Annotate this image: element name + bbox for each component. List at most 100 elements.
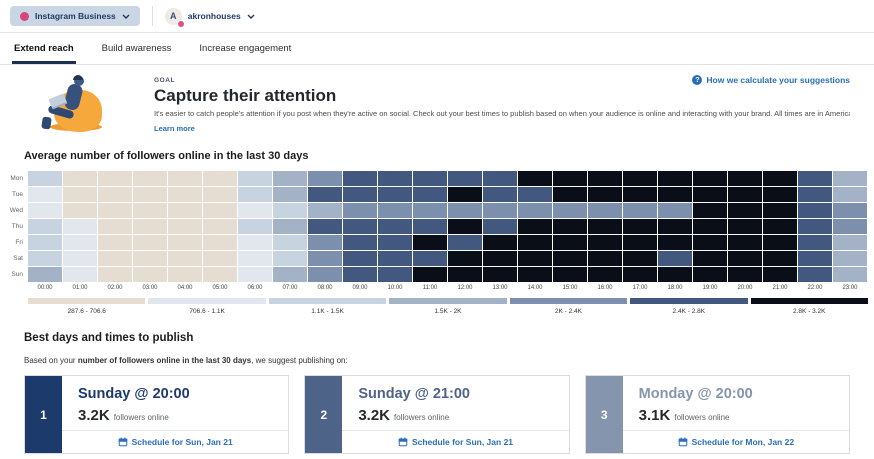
heatmap-cell[interactable] [693,219,727,234]
heatmap-cell[interactable] [588,203,622,218]
heatmap-cell[interactable] [308,203,342,218]
heatmap-cell[interactable] [833,267,867,282]
heatmap-cell[interactable] [483,267,517,282]
heatmap-cell[interactable] [63,251,97,266]
heatmap-cell[interactable] [763,203,797,218]
heatmap-cell[interactable] [238,267,272,282]
heatmap-cell[interactable] [28,235,62,250]
heatmap-cell[interactable] [238,219,272,234]
heatmap-cell[interactable] [168,203,202,218]
heatmap-cell[interactable] [273,171,307,186]
heatmap-cell[interactable] [693,171,727,186]
heatmap-cell[interactable] [833,171,867,186]
heatmap-cell[interactable] [308,251,342,266]
heatmap-cell[interactable] [448,171,482,186]
how-we-calculate-link[interactable]: ? How we calculate your suggestions [692,75,850,85]
heatmap-cell[interactable] [203,235,237,250]
schedule-button[interactable]: Schedule for Sun, Jan 21 [62,430,289,453]
heatmap-cell[interactable] [483,219,517,234]
heatmap-cell[interactable] [728,219,762,234]
heatmap-cell[interactable] [28,267,62,282]
heatmap-cell[interactable] [413,219,447,234]
heatmap-cell[interactable] [343,171,377,186]
heatmap-cell[interactable] [553,187,587,202]
heatmap-cell[interactable] [63,171,97,186]
heatmap-cell[interactable] [518,251,552,266]
heatmap-cell[interactable] [553,267,587,282]
heatmap-cell[interactable] [763,171,797,186]
heatmap-cell[interactable] [623,235,657,250]
heatmap-cell[interactable] [203,171,237,186]
heatmap-cell[interactable] [623,251,657,266]
heatmap-cell[interactable] [833,251,867,266]
heatmap-cell[interactable] [413,267,447,282]
heatmap-cell[interactable] [798,235,832,250]
heatmap-cell[interactable] [413,187,447,202]
heatmap-cell[interactable] [518,187,552,202]
heatmap-cell[interactable] [308,219,342,234]
heatmap-cell[interactable] [833,219,867,234]
heatmap-cell[interactable] [483,187,517,202]
heatmap-cell[interactable] [203,187,237,202]
heatmap-cell[interactable] [448,267,482,282]
heatmap-cell[interactable] [623,187,657,202]
heatmap-cell[interactable] [238,235,272,250]
heatmap-cell[interactable] [763,187,797,202]
heatmap-cell[interactable] [273,251,307,266]
heatmap-cell[interactable] [728,187,762,202]
heatmap-cell[interactable] [588,235,622,250]
heatmap-cell[interactable] [203,219,237,234]
heatmap-cell[interactable] [133,251,167,266]
heatmap-cell[interactable] [413,203,447,218]
heatmap-cell[interactable] [623,171,657,186]
heatmap-cell[interactable] [98,203,132,218]
heatmap-cell[interactable] [798,203,832,218]
heatmap-cell[interactable] [693,203,727,218]
heatmap-cell[interactable] [168,187,202,202]
heatmap-cell[interactable] [98,235,132,250]
heatmap-cell[interactable] [63,235,97,250]
schedule-button[interactable]: Schedule for Sun, Jan 21 [342,430,569,453]
heatmap-cell[interactable] [798,219,832,234]
heatmap-cell[interactable] [343,267,377,282]
heatmap-cell[interactable] [133,203,167,218]
heatmap-cell[interactable] [63,267,97,282]
heatmap-cell[interactable] [518,219,552,234]
heatmap-cell[interactable] [168,251,202,266]
heatmap-cell[interactable] [203,203,237,218]
heatmap-cell[interactable] [588,267,622,282]
heatmap-cell[interactable] [28,219,62,234]
heatmap-cell[interactable] [658,203,692,218]
heatmap-cell[interactable] [658,187,692,202]
heatmap-cell[interactable] [658,267,692,282]
heatmap-cell[interactable] [168,171,202,186]
heatmap-cell[interactable] [448,235,482,250]
heatmap-cell[interactable] [658,219,692,234]
heatmap-cell[interactable] [343,219,377,234]
heatmap-cell[interactable] [588,219,622,234]
heatmap-cell[interactable] [518,267,552,282]
heatmap-cell[interactable] [133,219,167,234]
heatmap-cell[interactable] [483,203,517,218]
heatmap-cell[interactable] [63,219,97,234]
heatmap-cell[interactable] [308,267,342,282]
heatmap-cell[interactable] [238,187,272,202]
heatmap-cell[interactable] [588,187,622,202]
heatmap-cell[interactable] [273,267,307,282]
heatmap-cell[interactable] [308,235,342,250]
heatmap-cell[interactable] [763,267,797,282]
heatmap-cell[interactable] [763,219,797,234]
heatmap-cell[interactable] [28,251,62,266]
heatmap-cell[interactable] [98,251,132,266]
heatmap-cell[interactable] [378,267,412,282]
heatmap-cell[interactable] [273,219,307,234]
heatmap-cell[interactable] [483,251,517,266]
heatmap-cell[interactable] [63,203,97,218]
heatmap-cell[interactable] [798,251,832,266]
heatmap-cell[interactable] [833,187,867,202]
tab-build-awareness[interactable]: Build awareness [101,43,172,54]
tab-extend-reach[interactable]: Extend reach [12,33,76,64]
heatmap-cell[interactable] [203,251,237,266]
heatmap-cell[interactable] [28,187,62,202]
heatmap-cell[interactable] [728,171,762,186]
